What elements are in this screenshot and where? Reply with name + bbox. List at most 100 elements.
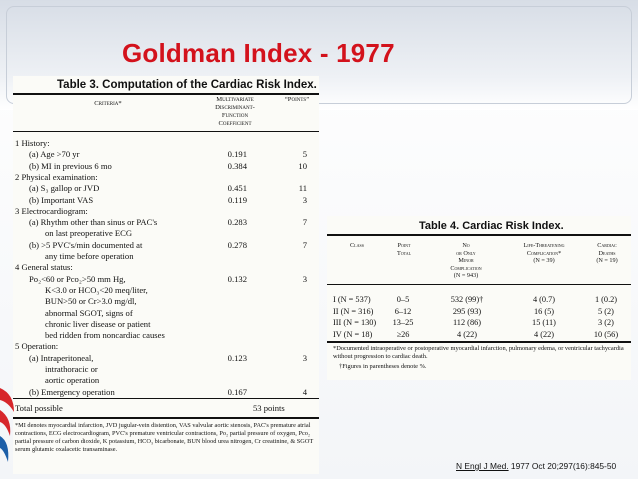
table-4-bottom-rule: [327, 341, 631, 343]
table-4-point-total: 6–12: [394, 306, 412, 316]
table-4-point-total: ≥26: [396, 329, 410, 339]
table-3-points: 7: [302, 239, 307, 250]
table-4-top-rule: [327, 234, 631, 236]
table-3-total-rule: [13, 398, 319, 399]
table-4-point-total: 13–25: [392, 318, 414, 327]
citation-details: 1977 Oct 20;297(16):845-50: [508, 461, 617, 471]
table-3-coefficient: 0.278: [227, 239, 247, 250]
table-4-life-threatening: 4 (22): [533, 329, 555, 339]
table-3-criterion: Po₂<60 or Pco₂>50 mm Hg,: [29, 273, 126, 284]
table-3-criterion: bed ridden from noncardiac causes: [45, 330, 165, 341]
table-3-coefficient: 0.451: [227, 183, 247, 194]
table-4-life-threatening: 15 (11): [532, 318, 556, 327]
header-line: Minor: [458, 257, 474, 264]
coef-header-line: Coefficient: [218, 120, 252, 127]
citation-journal-link[interactable]: N Engl J Med.: [456, 461, 509, 471]
table-4-no-complication: 112 (86): [452, 318, 482, 327]
table-3-criterion: (b) Emergency operation: [29, 386, 115, 397]
table-4-no-complication: 4 (22): [456, 329, 478, 339]
table-3-points: 4: [302, 386, 307, 397]
table-3-criterion: (b) MI in previous 6 mo: [29, 160, 112, 171]
table-3: Table 3. Computation of the Cardiac Risk…: [13, 76, 319, 474]
table-3-coefficient: 0.132: [227, 273, 247, 284]
table-3-criterion: K<3.0 or HCO₃<20 meq/liter,: [45, 284, 148, 295]
table-3-criterion: 3 Electrocardiogram:: [15, 205, 88, 216]
table-3-coefficient: 0.283: [227, 217, 247, 228]
table-4-no-complication: 295 (93): [452, 306, 482, 316]
table-3-coefficient: 0.384: [227, 160, 247, 171]
table-4-footnote-2: †Figures in parentheses denote %.: [339, 363, 427, 370]
table-3-points: 3: [302, 352, 307, 363]
table-4-deaths: 1 (0.2): [594, 295, 618, 304]
table-4-header-rule: [327, 284, 631, 285]
table-4-footnote-1: *Documented intraoperative or postoperat…: [333, 345, 624, 360]
table-3-criterion: 4 General status:: [15, 262, 73, 273]
header-line: (N = 19): [596, 257, 618, 264]
header-line: Cardiac: [597, 242, 617, 249]
table-3-criterion: 2 Physical examination:: [15, 171, 98, 182]
citation: N Engl J Med. 1977 Oct 20;297(16):845-50: [456, 461, 616, 471]
table-3-criterion: aortic operation: [45, 375, 100, 386]
table-4-header-class: Class: [350, 242, 364, 249]
table-3-header-rule: [13, 131, 319, 132]
header-line: Life-Threatening: [523, 242, 565, 249]
table-3-caption: Table 3. Computation of the Cardiac Risk…: [57, 79, 317, 91]
table-4-header-no-complication: No or Only Minor Complication (N = 943): [431, 242, 501, 280]
table-3-criterion: 1 History:: [15, 138, 50, 148]
table-3-coefficient: 0.123: [227, 352, 247, 363]
table-3-criterion: intrathoracic or: [45, 364, 98, 374]
header-line: Complication*: [526, 249, 562, 257]
header-line: Total: [396, 249, 412, 257]
table-3-criterion: (a) Rhythm other than sinus or PAC's: [29, 217, 158, 228]
table-3-coefficient: 0.191: [227, 149, 247, 160]
table-3-criterion: abnormal SGOT, signs of: [45, 307, 133, 318]
table-4-deaths: 3 (2): [598, 318, 614, 327]
table-3-total-label: Total possible: [15, 403, 63, 413]
table-3-header-criteria: Criteria*: [94, 100, 122, 107]
table-3-criterion: (b) >5 PVC's/min documented at: [29, 239, 143, 250]
table-3-points: 5: [302, 149, 307, 160]
header-line: (N = 39): [533, 257, 555, 264]
table-4-header-life-threatening: Life-Threatening Complication* (N = 39): [505, 242, 583, 265]
table-3-criterion: (a) Intraperitoneal,: [29, 352, 94, 363]
table-4-class: IV (N = 18): [333, 329, 373, 339]
table-3-header-points: “Points”: [284, 96, 310, 103]
table-4-caption: Table 4. Cardiac Risk Index.: [419, 220, 564, 232]
table-4-class: II (N = 316): [333, 306, 374, 316]
coef-header-line: Discriminant-: [215, 104, 255, 111]
table-3-footnote: *MI denotes myocardial infarction, JVD j…: [15, 422, 314, 453]
table-3-criterion: chronic liver disease or patient: [45, 318, 151, 329]
table-4-point-total: 0–5: [396, 295, 410, 304]
slide-title: Goldman Index - 1977: [122, 38, 395, 68]
coef-header-line: Multivariate: [216, 96, 254, 103]
table-3-total-value: 53 points: [253, 403, 285, 413]
header-line: (N = 943): [453, 272, 479, 279]
table-4-header-deaths: Cardiac Deaths (N = 19): [583, 242, 631, 265]
coef-header-line: Function: [221, 112, 249, 119]
table-4-class: I (N = 537): [333, 295, 371, 304]
table-4-life-threatening: 4 (0.7): [532, 295, 556, 304]
table-3-criterion: (a) Age >70 yr: [29, 149, 80, 160]
table-4-life-threatening: 16 (5): [533, 306, 555, 316]
table-3-criterion: BUN>50 or Cr>3.0 mg/dl,: [45, 296, 137, 307]
table-3-points: 11: [298, 183, 307, 194]
table-4-deaths: 10 (56): [593, 329, 619, 339]
table-3-criterion: (a) S₃ gallop or JVD: [29, 183, 100, 194]
table-3-bottom-rule: [13, 417, 319, 419]
header-line: Complication: [450, 264, 482, 272]
table-4-header-point-total: Point Total: [385, 242, 423, 257]
table-3-coefficient: 0.167: [227, 386, 247, 397]
table-3-criterion: (b) Important VAS: [29, 194, 94, 205]
table-3-top-rule: [13, 93, 319, 95]
header-line: No: [462, 242, 470, 249]
table-3-criterion: 5 Operation:: [15, 341, 59, 352]
header-line: Point: [397, 242, 411, 249]
logo-icon: [0, 388, 14, 462]
table-3-points: 10: [298, 160, 307, 171]
table-4-deaths: 5 (2): [598, 306, 614, 316]
table-4-class: III (N = 130): [333, 318, 377, 327]
table-3-points: 3: [302, 273, 307, 284]
table-3-criterion: any time before operation: [45, 251, 134, 261]
table-3-coefficient: 0.119: [227, 194, 247, 205]
header-line: or Only: [456, 249, 476, 257]
